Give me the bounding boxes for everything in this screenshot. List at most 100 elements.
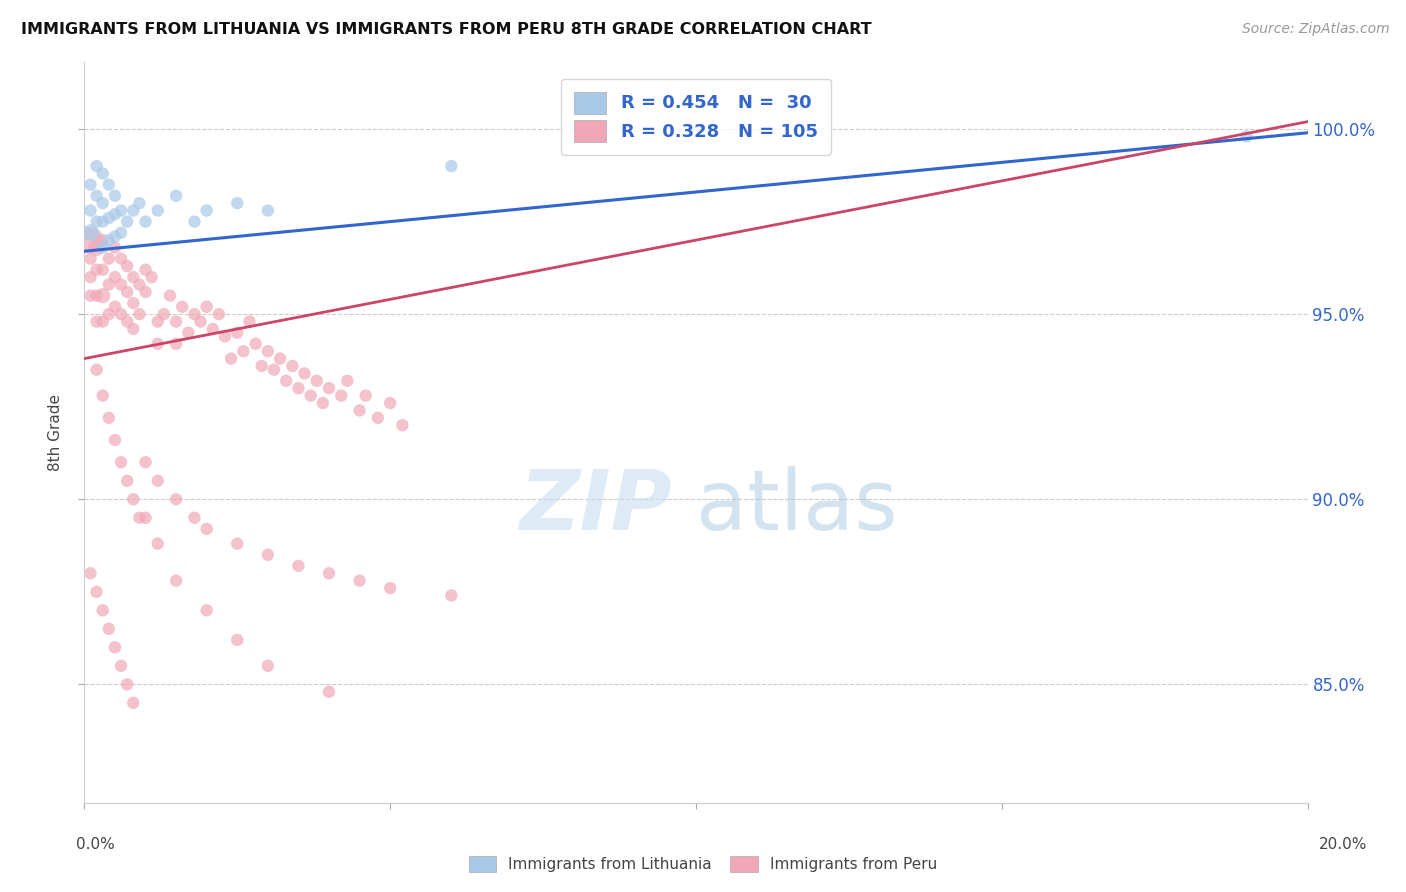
Point	[263, 362, 285, 376]
Point	[79, 226, 101, 240]
Point	[153, 307, 176, 321]
Point	[318, 381, 340, 395]
Point	[201, 322, 224, 336]
Point	[257, 203, 280, 218]
Point	[226, 326, 249, 340]
Point	[91, 196, 114, 211]
Point	[391, 418, 413, 433]
Point	[97, 622, 120, 636]
Point	[128, 307, 150, 321]
Point	[226, 196, 249, 211]
Text: Source: ZipAtlas.com: Source: ZipAtlas.com	[1241, 22, 1389, 37]
Point	[146, 203, 169, 218]
Point	[122, 696, 145, 710]
Point	[79, 203, 101, 218]
Point	[79, 270, 101, 285]
Point	[195, 603, 218, 617]
Point	[104, 207, 127, 221]
Point	[183, 214, 205, 228]
Point	[336, 374, 359, 388]
Point	[238, 315, 260, 329]
Point	[208, 307, 231, 321]
Point	[104, 300, 127, 314]
Point	[79, 252, 101, 266]
Point	[349, 403, 371, 417]
Legend: R = 0.454   N =  30, R = 0.328   N = 105: R = 0.454 N = 30, R = 0.328 N = 105	[561, 78, 831, 154]
Point	[294, 367, 316, 381]
Point	[91, 233, 114, 247]
Point	[122, 203, 145, 218]
Point	[86, 159, 108, 173]
Point	[86, 262, 108, 277]
Point	[380, 396, 402, 410]
Point	[122, 492, 145, 507]
Point	[97, 178, 120, 192]
Point	[79, 566, 101, 581]
Point	[91, 388, 114, 402]
Point	[79, 178, 101, 192]
Point	[91, 214, 114, 228]
Point	[128, 277, 150, 292]
Point	[79, 288, 101, 302]
Point	[104, 270, 127, 285]
Point	[91, 315, 114, 329]
Text: IMMIGRANTS FROM LITHUANIA VS IMMIGRANTS FROM PERU 8TH GRADE CORRELATION CHART: IMMIGRANTS FROM LITHUANIA VS IMMIGRANTS …	[21, 22, 872, 37]
Point	[281, 359, 304, 373]
Point	[97, 410, 120, 425]
Point	[146, 336, 169, 351]
Point	[135, 455, 157, 469]
Point	[122, 270, 145, 285]
Point	[354, 388, 377, 402]
Text: 20.0%: 20.0%	[1319, 837, 1367, 852]
Point	[86, 188, 108, 202]
Point	[257, 548, 280, 562]
Point	[165, 336, 187, 351]
Point	[250, 359, 273, 373]
Point	[349, 574, 371, 588]
Point	[104, 241, 127, 255]
Point	[214, 329, 236, 343]
Point	[330, 388, 353, 402]
Point	[104, 433, 127, 447]
Point	[177, 326, 200, 340]
Point	[287, 558, 309, 573]
Point	[226, 632, 249, 647]
Point	[141, 270, 163, 285]
Legend: Immigrants from Lithuania, Immigrants from Peru: Immigrants from Lithuania, Immigrants fr…	[461, 848, 945, 880]
Point	[232, 344, 254, 359]
Point	[165, 188, 187, 202]
Point	[110, 252, 132, 266]
Point	[226, 536, 249, 550]
Point	[165, 492, 187, 507]
Point	[440, 589, 463, 603]
Point	[135, 510, 157, 524]
Point	[110, 658, 132, 673]
Point	[135, 214, 157, 228]
Point	[110, 277, 132, 292]
Point	[97, 233, 120, 247]
Point	[195, 300, 218, 314]
Point	[195, 203, 218, 218]
Point	[97, 307, 120, 321]
Point	[91, 603, 114, 617]
Point	[115, 677, 138, 691]
Point	[276, 374, 298, 388]
Point	[86, 584, 108, 599]
Point	[91, 288, 114, 302]
Point	[97, 252, 120, 266]
Point	[97, 277, 120, 292]
Point	[195, 522, 218, 536]
Point	[245, 336, 267, 351]
Text: 0.0%: 0.0%	[76, 837, 115, 852]
Point	[110, 203, 132, 218]
Point	[257, 658, 280, 673]
Point	[318, 685, 340, 699]
Point	[79, 233, 101, 247]
Point	[146, 315, 169, 329]
Point	[367, 410, 389, 425]
Point	[159, 288, 181, 302]
Y-axis label: 8th Grade: 8th Grade	[48, 394, 63, 471]
Point	[183, 510, 205, 524]
Point	[440, 159, 463, 173]
Point	[110, 455, 132, 469]
